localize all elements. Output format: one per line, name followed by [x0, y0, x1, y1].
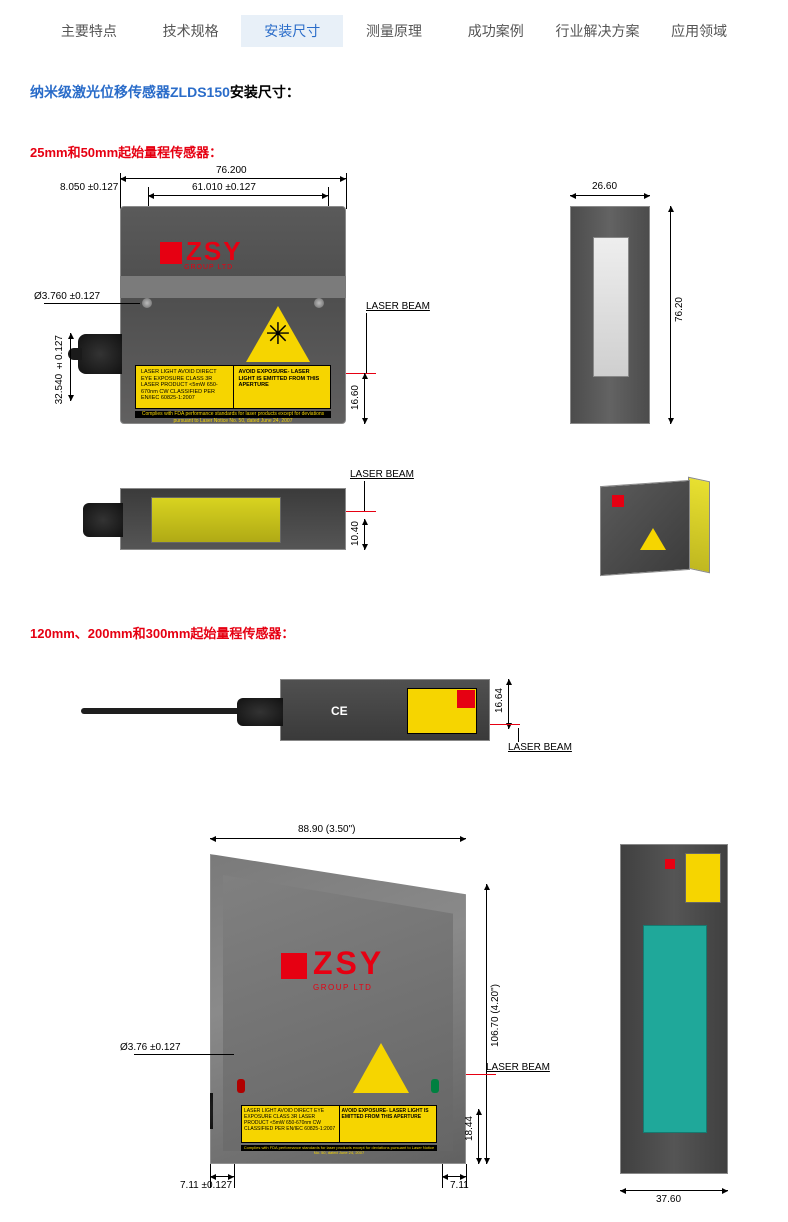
side-warning-label: [685, 853, 721, 903]
dim-right-edge: [364, 373, 365, 424]
cable: [31, 1109, 171, 1117]
zsy-logo-icon: [160, 242, 182, 264]
page-title: 纳米级激光位移传感器ZLDS150安装尺寸：: [30, 82, 788, 102]
dim-side-w: [570, 195, 650, 196]
sensor-bottom-view: [120, 488, 346, 550]
dim-hole-pitch-label: 61.010 ±0.127: [192, 182, 256, 193]
laser-beam-line: [490, 724, 520, 725]
laser-window: [593, 237, 629, 377]
dim-front-h-label: 106.70 (4.20"): [490, 984, 501, 1047]
dim-edge: [478, 1109, 479, 1164]
warning-left-text: LASER LIGHT AVOID DIRECT EYE EXPOSURE CL…: [136, 366, 234, 408]
lens-window: [151, 497, 281, 543]
laser-warning-label: LASER LIGHT AVOID DIRECT EYE EXPOSURE CL…: [241, 1105, 437, 1143]
zsy-logo: ZSY: [160, 236, 243, 267]
dim-side-w-large: [620, 1190, 728, 1191]
dim-bottom-h: [364, 519, 365, 550]
iso-side-face: [688, 477, 710, 574]
dim-edge-label: 18.44: [464, 1116, 475, 1141]
dim-bottom-h-label: 10.40: [350, 521, 361, 546]
dim-front-h: [486, 884, 487, 1164]
teal-lens-window: [643, 925, 707, 1133]
section-120-300-title: 120mm、200mm和300mm起始量程传感器：: [30, 623, 788, 642]
cable-gland: [237, 698, 283, 726]
dim-hole-dia-label: Ø3.760 ±0.127: [34, 291, 100, 302]
iso-logo: [612, 495, 624, 507]
side-zsy-icon: [665, 859, 675, 869]
laser-beam-line: [346, 511, 376, 512]
zsy-logo-icon: [281, 953, 307, 979]
dim-side-h-label: 32.540 ±0.127: [54, 335, 65, 404]
tab-specs[interactable]: 技术规格: [140, 15, 242, 47]
warning-right-text: AVOID EXPOSURE- LASER LIGHT IS EMITTED F…: [340, 1106, 437, 1142]
zsy-logo-sub: GROUP LTD: [313, 983, 372, 992]
dim-offset-l: [210, 1176, 234, 1177]
tab-principle[interactable]: 测量原理: [343, 15, 445, 47]
mount-screw: [314, 298, 324, 308]
dim-side-h: [70, 333, 71, 401]
dim-side-total-h: [670, 206, 671, 424]
zsy-logo-large: ZSY: [281, 945, 384, 982]
tab-solutions[interactable]: 行业解决方案: [547, 15, 649, 47]
status-led-red: [237, 1079, 245, 1093]
laser-warning-label: LASER LIGHT AVOID DIRECT EYE EXPOSURE CL…: [135, 365, 331, 409]
sensor-side-view-large: [620, 844, 728, 1174]
rear-zsy-icon: [457, 690, 475, 708]
ce-mark: CE: [331, 704, 348, 718]
tab-applications[interactable]: 应用领域: [648, 15, 750, 47]
mount-screw: [142, 298, 152, 308]
status-led-green: [431, 1079, 439, 1093]
cable-gland: [167, 1093, 213, 1129]
laser-beam-label: LASER BEAM: [366, 301, 430, 312]
section-25-50-title: 25mm和50mm起始量程传感器：: [30, 142, 788, 161]
dim-right-edge-label: 16.60: [350, 385, 361, 410]
dim-offset-l-label: 7.11 ±0.127: [180, 1180, 232, 1191]
laser-burst-icon: ✳: [265, 317, 290, 352]
body-stripe: [120, 276, 346, 298]
sensor-side-view: [570, 206, 650, 424]
dim-top-h-label: 16.64: [494, 688, 505, 713]
dim-top-h: [508, 679, 509, 729]
dim-total-width: [120, 178, 346, 179]
laser-beam-line: [346, 373, 376, 374]
zsy-logo-text: ZSY: [313, 945, 384, 981]
dim-hole-dia-label: Ø3.76 ±0.127: [120, 1042, 181, 1053]
sensor-isometric-view: [590, 473, 710, 583]
tab-cases[interactable]: 成功案例: [445, 15, 547, 47]
dim-hole-pitch: [148, 195, 328, 196]
title-suffix: 安装尺寸：: [230, 84, 300, 100]
laser-beam-label: LASER BEAM: [508, 742, 572, 753]
tab-features[interactable]: 主要特点: [38, 15, 140, 47]
sensor-top-view: CE: [280, 679, 490, 741]
dim-side-total-h-label: 76.20: [674, 297, 685, 322]
warning-left-text: LASER LIGHT AVOID DIRECT EYE EXPOSURE CL…: [242, 1106, 340, 1142]
laser-beam-label: LASER BEAM: [350, 469, 414, 480]
tab-dimensions[interactable]: 安装尺寸: [241, 15, 343, 47]
dim-front-w-label: 88.90 (3.50"): [298, 824, 355, 835]
dim-front-w: [210, 838, 466, 839]
warning-bottom-strip: Complies with FDA performance standards …: [135, 411, 331, 418]
warning-bottom-strip: Complies with FDA performance standards …: [241, 1145, 437, 1151]
laser-beam-label: LASER BEAM: [486, 1062, 550, 1073]
diagram-25-50: 76.200 61.010 ±0.127 8.050 ±0.127 ZSY GR…: [30, 173, 758, 583]
dim-total-width-label: 76.200: [216, 165, 247, 176]
cable-gland: [78, 334, 122, 374]
laser-beam-line: [466, 1074, 496, 1075]
dim-offset-r: [442, 1176, 466, 1177]
warning-right-text: AVOID EXPOSURE- LASER LIGHT IS EMITTED F…: [234, 366, 331, 408]
dim-side-w-label: 26.60: [592, 181, 617, 192]
title-product: 纳米级激光位移传感器ZLDS150: [30, 84, 230, 100]
tab-bar: 主要特点 技术规格 安装尺寸 测量原理 成功案例 行业解决方案 应用领域: [0, 0, 788, 47]
zsy-logo-sub: GROUP LTD: [184, 264, 233, 271]
zsy-logo-text: ZSY: [186, 236, 243, 266]
cable-gland: [83, 503, 123, 537]
cable: [81, 708, 241, 714]
dim-left-offset-label: 8.050 ±0.127: [60, 182, 118, 193]
sensor-front-view-large: ZSY GROUP LTD LASER LIGHT AVOID DIRECT E…: [210, 854, 466, 1164]
diagram-120-300: CE 16.64 LASER BEAM 88.90 (3.50") ZSY GR…: [30, 654, 758, 1214]
sensor-front-view: ZSY GROUP LTD ✳ LASER LIGHT AVOID DIRECT…: [120, 206, 346, 424]
dim-side-w-large-label: 37.60: [656, 1194, 681, 1205]
